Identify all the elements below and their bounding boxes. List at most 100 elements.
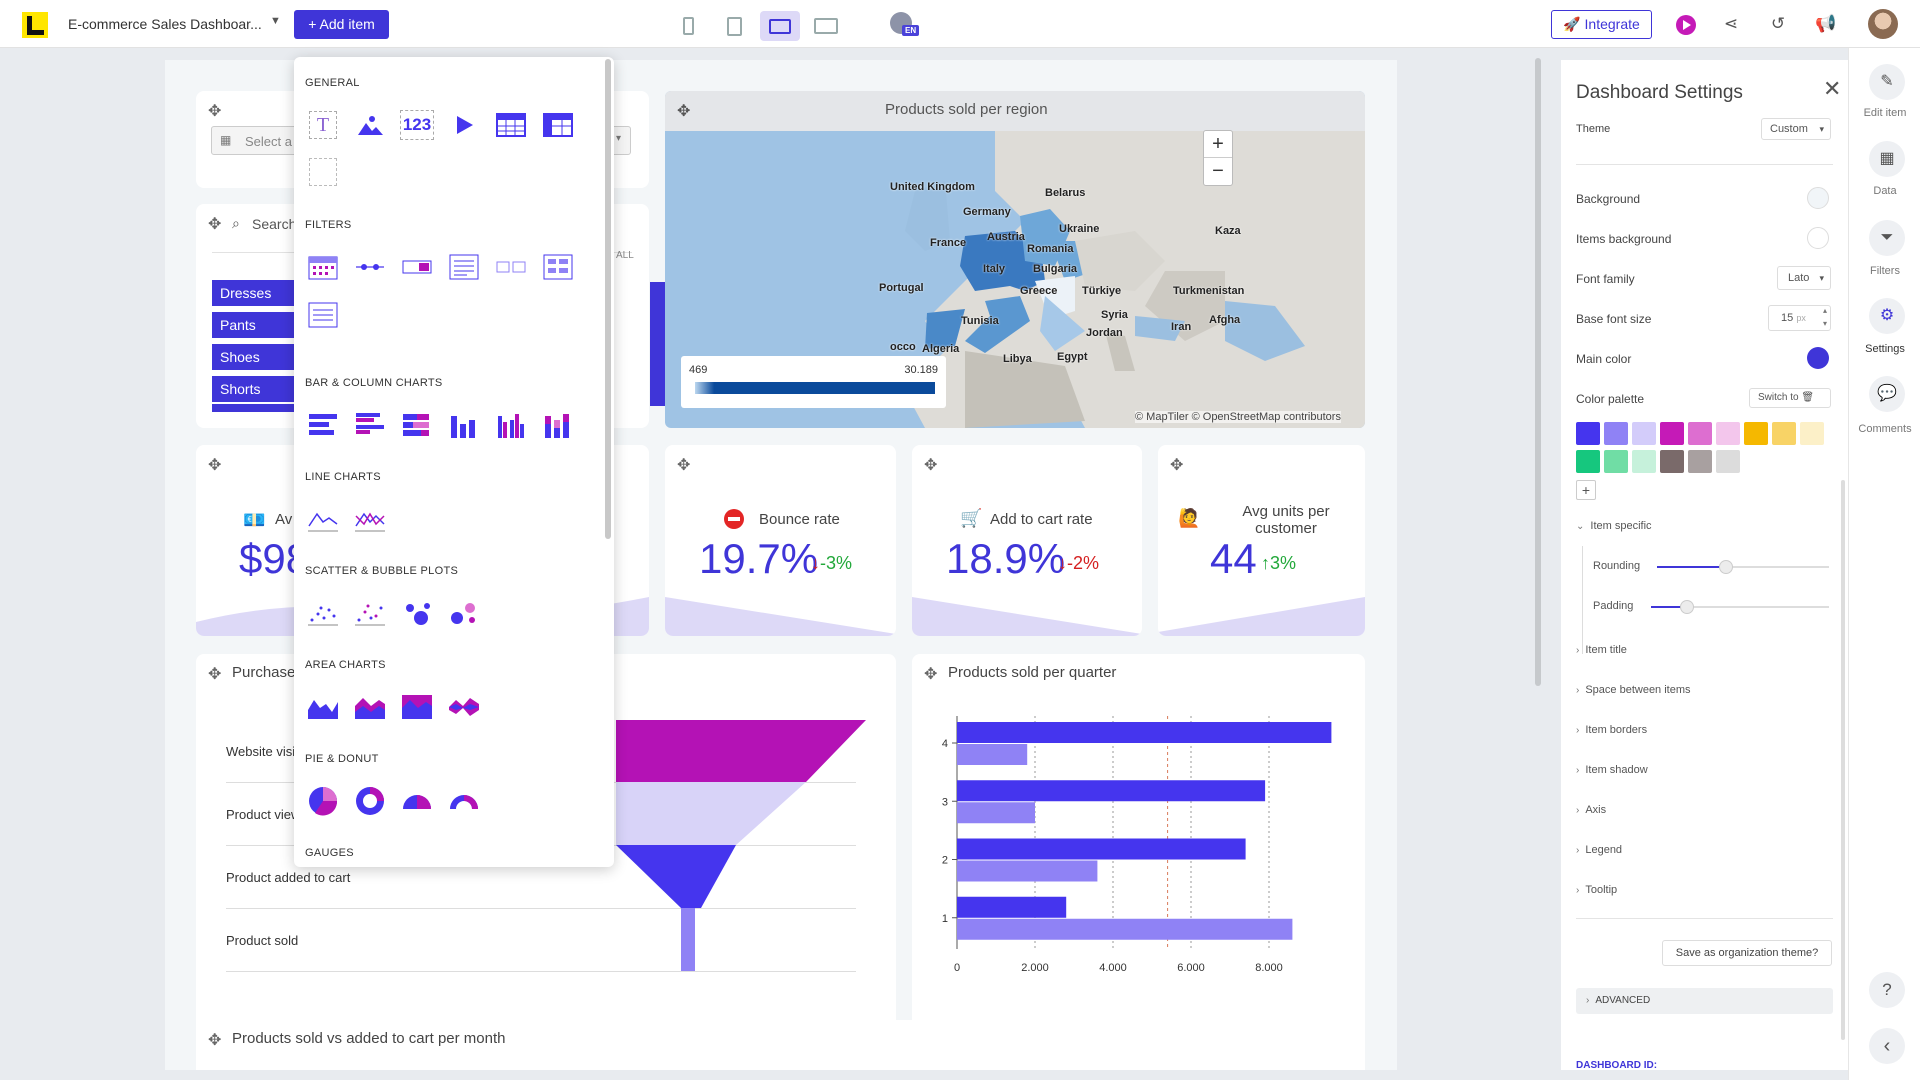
bar-2019[interactable] (957, 896, 1067, 918)
advanced-toggle[interactable]: › ADVANCED (1576, 988, 1833, 1014)
filter-item[interactable]: Shoes (212, 344, 297, 370)
padding-slider[interactable] (1651, 600, 1829, 614)
palette-swatch[interactable] (1632, 422, 1656, 445)
collapsed-section-toggle[interactable]: › Legend (1576, 844, 1622, 856)
bar-2020[interactable] (957, 802, 1035, 824)
collapsed-section-toggle[interactable]: › Tooltip (1576, 884, 1617, 896)
palette-swatch[interactable] (1576, 422, 1600, 445)
move-handle-icon[interactable]: ✥ (924, 457, 938, 474)
item-specific-toggle[interactable]: ⌄ Item specific (1576, 520, 1652, 532)
close-icon[interactable]: ✕ (1823, 76, 1842, 101)
move-handle-icon[interactable]: ✥ (208, 666, 222, 683)
palette-swatch[interactable] (1576, 450, 1600, 473)
main-color-picker[interactable] (1807, 347, 1829, 369)
move-handle-icon[interactable]: ✥ (677, 103, 691, 120)
select-all-link[interactable]: ALL (616, 250, 634, 261)
grouped-column-chart-icon[interactable] (493, 407, 529, 443)
hierarchy-filter-icon[interactable] (305, 297, 341, 333)
grouped-bar-chart-icon[interactable] (352, 407, 388, 443)
laptop-view-button[interactable] (760, 11, 800, 41)
video-item-icon[interactable] (446, 107, 482, 143)
collapsed-section-toggle[interactable]: › Axis (1576, 804, 1606, 816)
palette-swatch[interactable] (1632, 450, 1656, 473)
half-donut-chart-icon[interactable] (446, 783, 482, 819)
panel-scrollbar[interactable] (1841, 480, 1845, 1040)
stepper-icon[interactable]: ▴ ▾ (1822, 306, 1827, 328)
mobile-view-button[interactable] (668, 11, 708, 41)
background-color-picker[interactable] (1807, 187, 1829, 209)
edit-icon[interactable]: ✎ (1869, 64, 1905, 100)
history-icon[interactable]: ↺ (1770, 14, 1786, 33)
filter-item[interactable]: Pants (212, 312, 297, 338)
button-group-filter-icon[interactable] (493, 249, 529, 285)
line-chart-icon[interactable] (305, 501, 341, 537)
area-chart-icon[interactable] (305, 689, 341, 725)
help-button[interactable]: ? (1869, 972, 1905, 1008)
font-family-select[interactable]: Lato ▾ (1777, 266, 1831, 290)
palette-swatch[interactable] (1716, 422, 1740, 445)
bar-2019[interactable] (957, 780, 1266, 802)
palette-swatch[interactable] (1744, 422, 1768, 445)
bar-chart-icon[interactable] (305, 407, 341, 443)
palette-swatch[interactable] (1688, 422, 1712, 445)
filter-item[interactable]: Dresses (212, 280, 297, 306)
canvas-scrollbar[interactable] (1535, 58, 1541, 686)
spacer-item-icon[interactable] (305, 154, 341, 190)
dropdown-filter-icon[interactable] (540, 249, 576, 285)
language-selector[interactable]: EN (890, 12, 920, 40)
move-handle-icon[interactable]: ✥ (208, 457, 222, 474)
palette-swatch[interactable] (1716, 450, 1740, 473)
date-filter-icon[interactable] (305, 249, 341, 285)
add-color-button[interactable]: + (1576, 480, 1596, 500)
stacked-area-chart-icon[interactable] (352, 689, 388, 725)
bubble-plot-icon[interactable] (399, 595, 435, 631)
palette-swatch[interactable] (1800, 422, 1824, 445)
move-handle-icon[interactable]: ✥ (208, 216, 222, 233)
collapse-sidebar-button[interactable]: ‹ (1869, 1028, 1905, 1064)
popup-scrollbar[interactable] (605, 59, 611, 539)
multi-scatter-plot-icon[interactable] (352, 595, 388, 631)
multi-line-chart-icon[interactable] (352, 501, 388, 537)
dashboard-title[interactable]: E-commerce Sales Dashboar... (68, 16, 262, 32)
half-pie-chart-icon[interactable] (399, 783, 435, 819)
text-item-icon[interactable]: T (305, 107, 341, 143)
slider-handle[interactable] (1679, 600, 1694, 614)
list-filter-icon[interactable] (446, 249, 482, 285)
slider-handle[interactable] (1718, 560, 1733, 574)
search-input[interactable]: Search (252, 216, 297, 232)
bar-2019[interactable] (957, 838, 1246, 860)
stacked-bar-chart-icon[interactable] (399, 407, 435, 443)
share-icon[interactable]: ⋖ (1723, 14, 1739, 33)
stacked-column-chart-icon[interactable] (540, 407, 576, 443)
chevron-down-icon[interactable]: ▼ (270, 15, 281, 27)
base-font-size-input[interactable]: 15 px ▴ ▾ (1768, 305, 1831, 331)
save-theme-button[interactable]: Save as organization theme? (1662, 940, 1832, 966)
palette-swatch[interactable] (1660, 422, 1684, 445)
range-slider-filter-icon[interactable] (352, 249, 388, 285)
add-item-button[interactable]: + Add item (294, 10, 389, 39)
theme-select[interactable]: Custom ▾ (1761, 118, 1831, 140)
pie-chart-icon[interactable] (305, 783, 341, 819)
filter-item[interactable]: Shorts (212, 376, 297, 402)
collapsed-section-toggle[interactable]: › Item shadow (1576, 764, 1648, 776)
image-item-icon[interactable] (352, 107, 388, 143)
palette-swatch[interactable] (1604, 450, 1628, 473)
pivot-table-item-icon[interactable] (540, 107, 576, 143)
scatter-plot-icon[interactable] (305, 595, 341, 631)
number-item-icon[interactable]: 123 (399, 107, 435, 143)
bar-2020[interactable] (957, 744, 1028, 765)
quarter-bar-chart[interactable]: 0 2.000 4.000 6.000 8.000 1 2 3 4 (912, 694, 1365, 1034)
announcement-icon[interactable]: 📢 (1815, 14, 1837, 33)
percentage-area-chart-icon[interactable] (399, 689, 435, 725)
donut-chart-icon[interactable] (352, 783, 388, 819)
bar-2019[interactable] (957, 722, 1332, 743)
palette-swatch[interactable] (1688, 450, 1712, 473)
palette-swatch[interactable] (1660, 450, 1684, 473)
table-icon[interactable]: ▦ (1869, 141, 1905, 177)
streamgraph-icon[interactable] (446, 689, 482, 725)
move-handle-icon[interactable]: ✥ (677, 457, 691, 474)
user-avatar[interactable] (1868, 9, 1898, 39)
bar-2020[interactable] (957, 918, 1293, 940)
move-handle-icon[interactable]: ✥ (924, 666, 938, 683)
app-logo[interactable] (22, 12, 48, 38)
